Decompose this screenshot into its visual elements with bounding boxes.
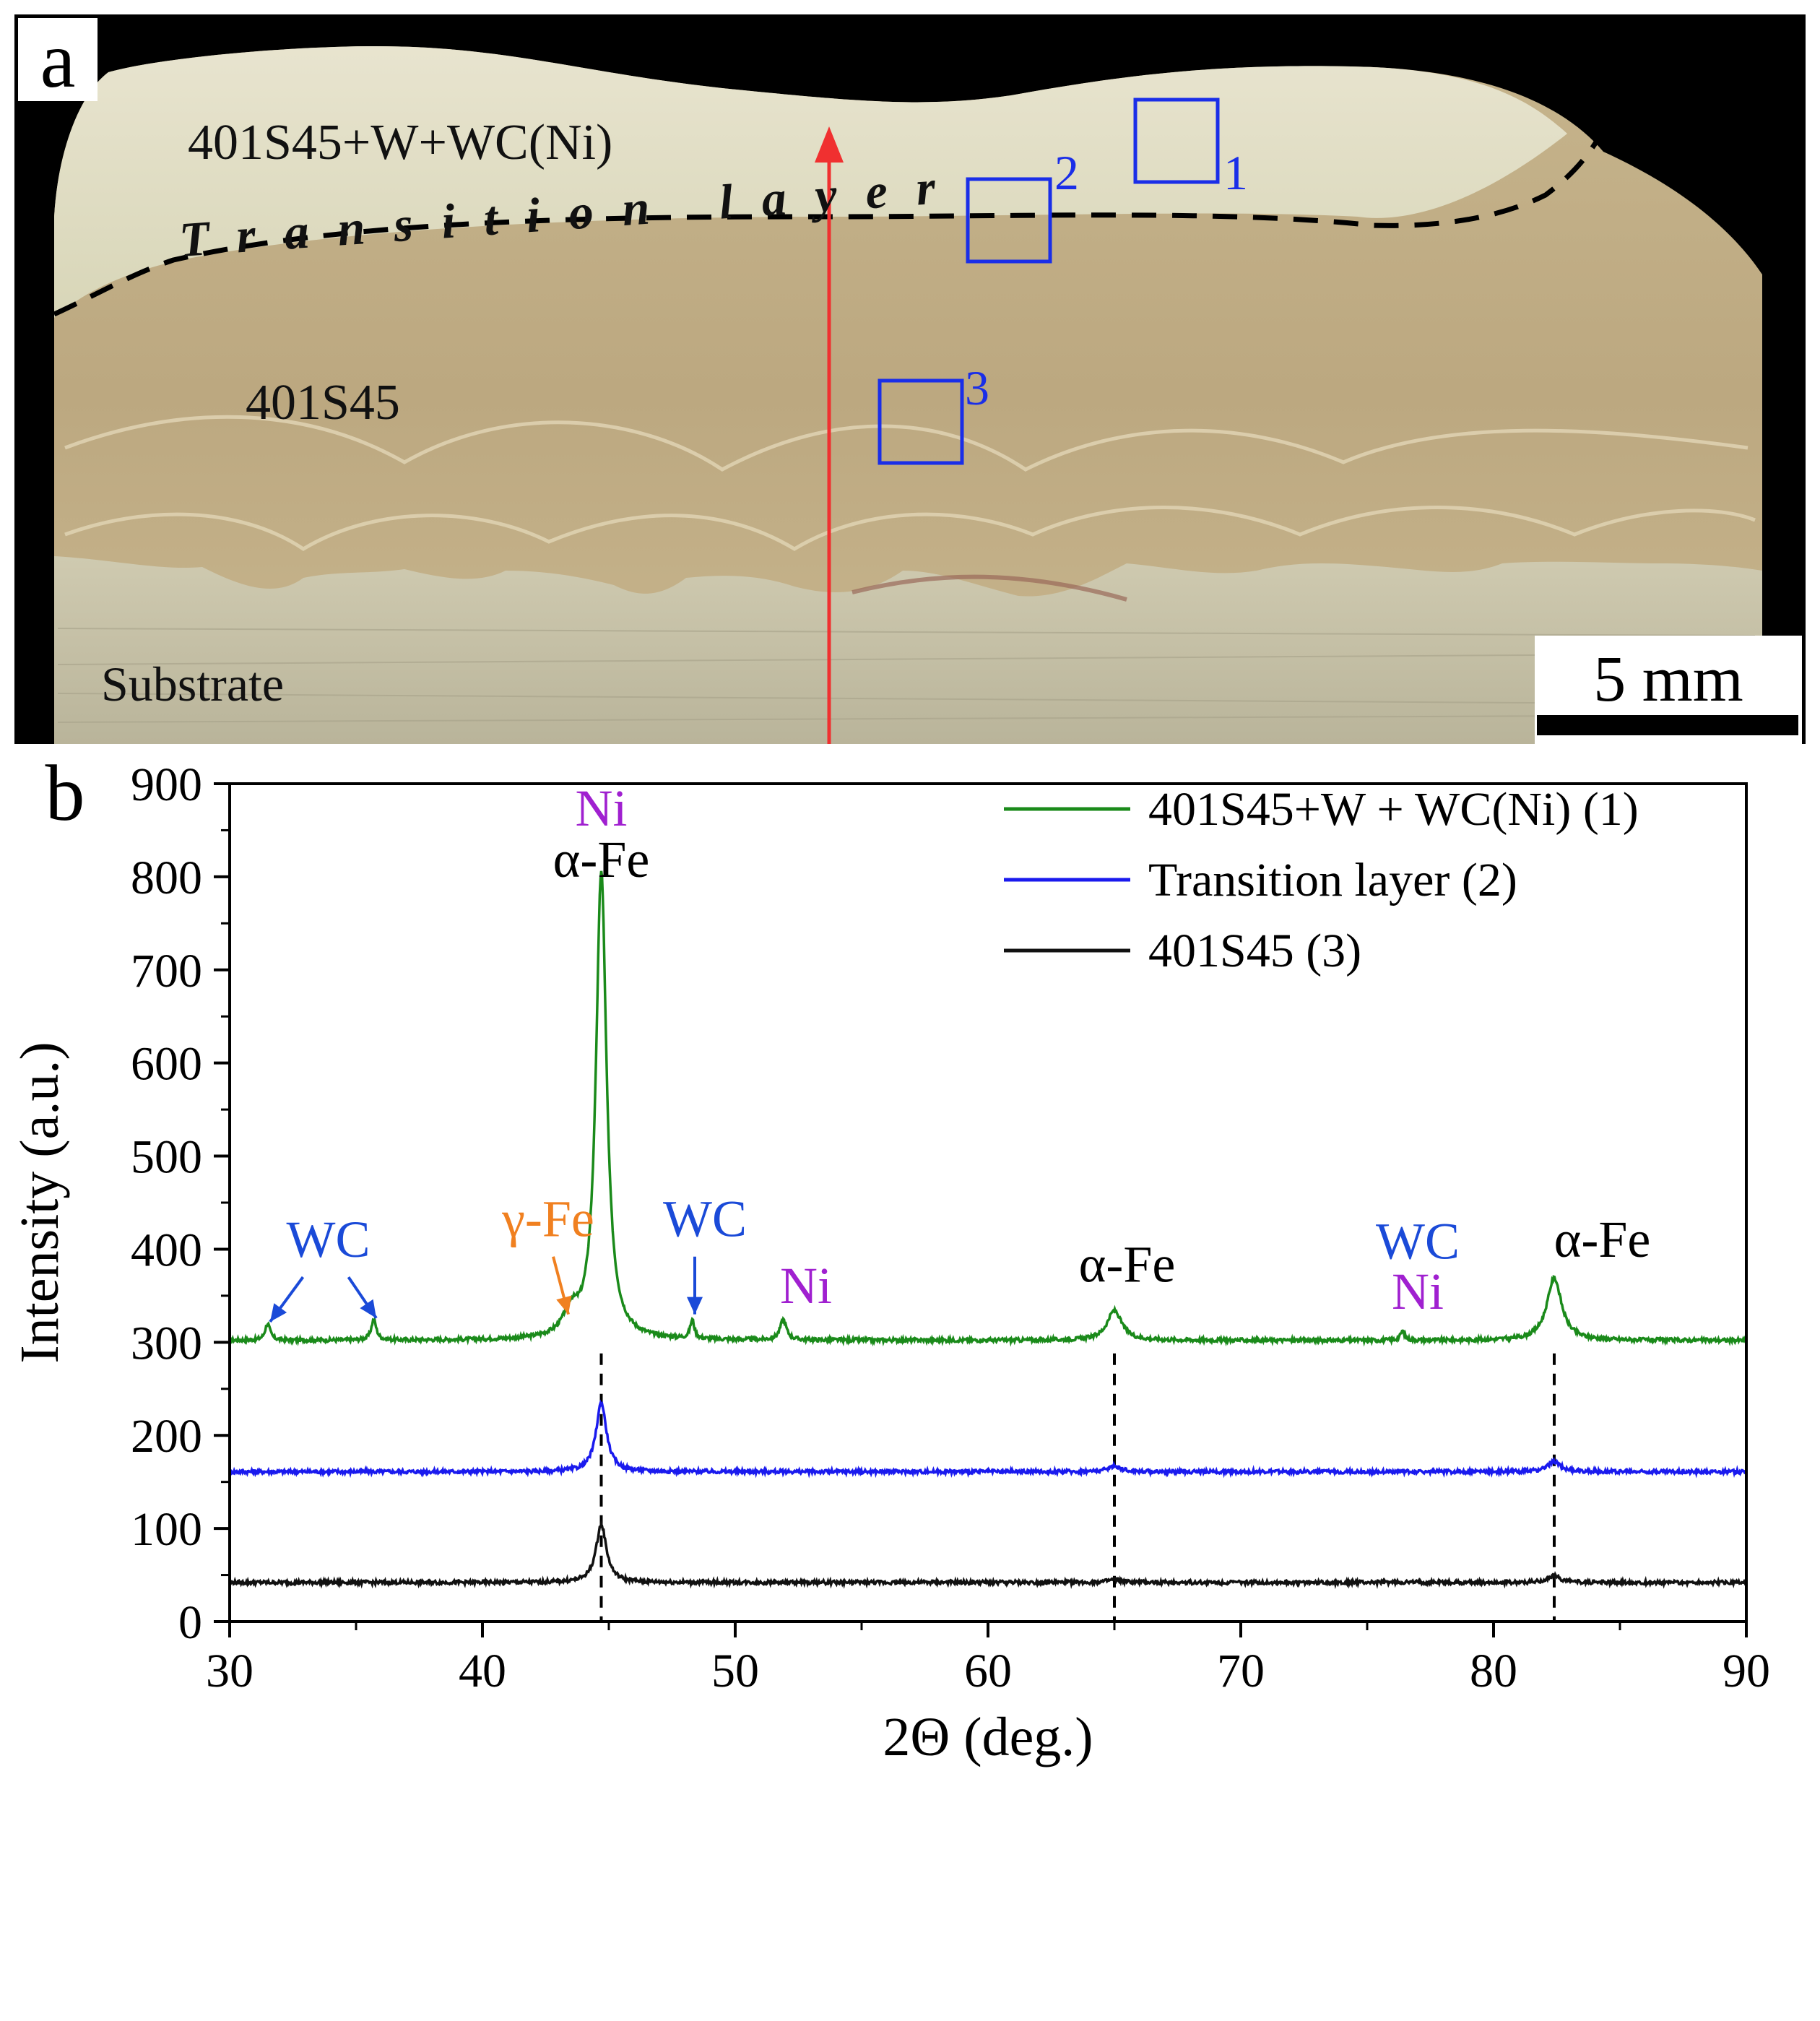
region-label-substrate: Substrate (101, 657, 284, 711)
box-label-2: 2 (1054, 145, 1079, 200)
peak-annotation: WC (287, 1211, 370, 1268)
scan-arrow-head (815, 126, 844, 163)
box-label-3: 3 (965, 360, 989, 415)
xrd-chart-panel: b 30 40 50 60 70 80 90 0 100 200 300 400 500 600 700 80… (0, 748, 1820, 2017)
tick-marks (214, 782, 1748, 1637)
analysis-box-1 (1133, 98, 1220, 184)
peak-annotation: WC (1376, 1212, 1460, 1270)
y-tick-label: 400 (131, 1224, 202, 1276)
series-layer (228, 870, 1748, 1590)
region-label-deposit: 401S45 (246, 375, 400, 430)
micrograph-svg: 1 2 3 401S45+W+WC(Ni) 401S45 Substrate T… (14, 14, 1806, 744)
x-axis-label: 2Θ (deg.) (883, 1707, 1093, 1767)
cladding-layer (54, 46, 1567, 318)
peak-annotation: α-Fe (1079, 1236, 1176, 1294)
annotation-arrow-head (270, 1303, 287, 1322)
x-tick-label: 80 (1470, 1645, 1517, 1697)
annotation-arrow-head (556, 1295, 572, 1315)
fusion-bands (64, 415, 1756, 551)
y-axis-label: Intensity (a.u.) (9, 1042, 70, 1363)
y-tick-label: 100 (131, 1503, 202, 1556)
legend: 401S45+W + WC(Ni) (1) Transition layer (2… (1004, 783, 1639, 977)
panel-label-a-box (18, 18, 98, 101)
analysis-box-3 (878, 378, 964, 465)
tick-labels: 30 40 50 60 70 80 9001002003004005006007008009… (131, 758, 1770, 1697)
scale-bar-label: 5 mm (1593, 644, 1743, 715)
panel-label-b: b (46, 749, 85, 837)
peak-annotation: γ-Fe (501, 1190, 594, 1247)
peak-annotation: α-Fe (553, 831, 650, 888)
series-line-1 (229, 870, 1748, 1347)
axes (228, 782, 1748, 1623)
panel-label-a: a (40, 16, 76, 104)
y-tick-label: 500 (131, 1131, 202, 1184)
x-tick-label: 60 (964, 1645, 1012, 1697)
box-label-1: 1 (1223, 145, 1248, 200)
y-tick-label: 900 (131, 758, 202, 811)
scale-bar (1537, 715, 1798, 735)
plot-frame (228, 782, 1748, 1623)
series-line-3 (228, 1520, 1748, 1590)
x-tick-label: 70 (1217, 1645, 1265, 1697)
micrograph-panel: 1 2 3 401S45+W+WC(Ni) 401S45 Substrate T… (0, 0, 1820, 748)
peak-annotation: Ni (576, 779, 628, 837)
y-tick-label: 0 (178, 1596, 202, 1649)
region-label-cladding: 401S45+W+WC(Ni) (188, 115, 612, 170)
legend-label-3: 401S45 (3) (1148, 925, 1361, 977)
x-tick-label: 30 (206, 1645, 254, 1697)
legend-label-1: 401S45+W + WC(Ni) (1) (1148, 783, 1639, 836)
annotation-arrow-head (687, 1297, 703, 1315)
substrate-texture (57, 628, 1756, 723)
series-line-2 (228, 1399, 1747, 1479)
legend-label-2: Transition layer (2) (1148, 854, 1517, 906)
peak-annotation: Ni (780, 1257, 832, 1315)
analysis-box-2 (966, 177, 1052, 264)
xrd-chart-svg: b 30 40 50 60 70 80 90010020030040050060070080… (9, 749, 1770, 1767)
annotation-arrow-head (360, 1299, 376, 1318)
y-tick-label: 300 (131, 1317, 202, 1369)
transition-boundary-dashed (53, 129, 1606, 317)
peak-annotation: α-Fe (1554, 1211, 1651, 1268)
y-tick-label: 600 (131, 1038, 202, 1091)
peak-annotation: Ni (1392, 1263, 1444, 1320)
y-tick-label: 700 (131, 945, 202, 997)
y-tick-label: 200 (131, 1410, 202, 1463)
y-tick-label: 800 (131, 852, 202, 904)
x-tick-label: 50 (711, 1645, 759, 1697)
substrate-region (54, 556, 1762, 744)
x-tick-label: 90 (1722, 1645, 1770, 1697)
x-tick-label: 40 (459, 1645, 506, 1697)
fusion-stain (852, 574, 1127, 602)
peak-annotation: WC (663, 1190, 747, 1247)
